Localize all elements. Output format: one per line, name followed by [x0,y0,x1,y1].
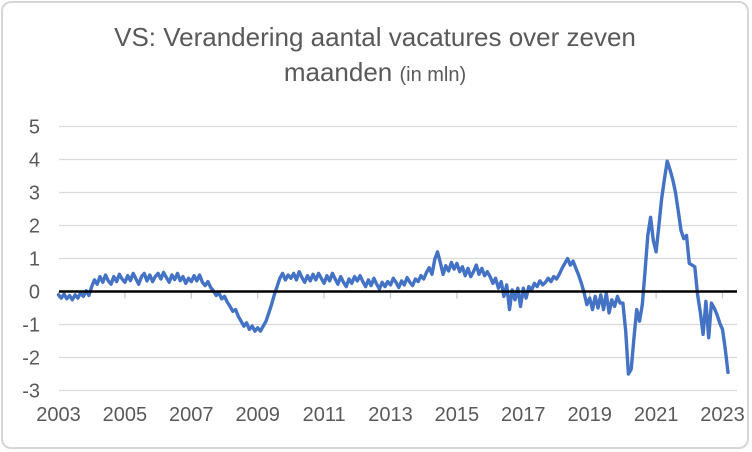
x-axis-tick-label: 2003 [36,404,81,426]
x-axis-tick-label: 2015 [435,404,480,426]
x-axis-tick-label: 2021 [634,404,679,426]
x-axis-tick-label: 2013 [368,404,413,426]
y-axis-tick-label: 5 [29,117,40,139]
data-series-line [56,159,730,376]
x-axis-tick-label: 2011 [303,404,346,426]
y-axis-tick-label: 3 [29,183,40,205]
y-axis-tick-label: -1 [22,315,40,337]
x-axis-tick-label: 2007 [169,404,214,426]
chart-title-line1: VS: Verandering aantal vacatures over ze… [114,22,636,52]
y-axis-tick-label: 4 [29,150,40,172]
chart-title: VS: Verandering aantal vacatures over ze… [3,20,747,93]
x-axis-tick-label: 2017 [501,404,546,426]
y-axis-tick-label: 1 [29,249,40,271]
chart-title-unit: (in mln) [399,64,467,86]
y-axis-tick-label: -3 [22,381,40,403]
y-axis-tick-label: 0 [29,282,40,304]
x-axis-tick-label: 2005 [103,404,148,426]
x-axis-tick-label: 2023 [700,404,745,426]
x-axis-tick-label: 2019 [567,404,612,426]
chart-title-line2: maanden [283,57,393,87]
x-axis-tick-label: 2009 [235,404,280,426]
y-axis-tick-label: -2 [22,348,40,370]
y-axis-tick-label: 2 [29,216,40,238]
